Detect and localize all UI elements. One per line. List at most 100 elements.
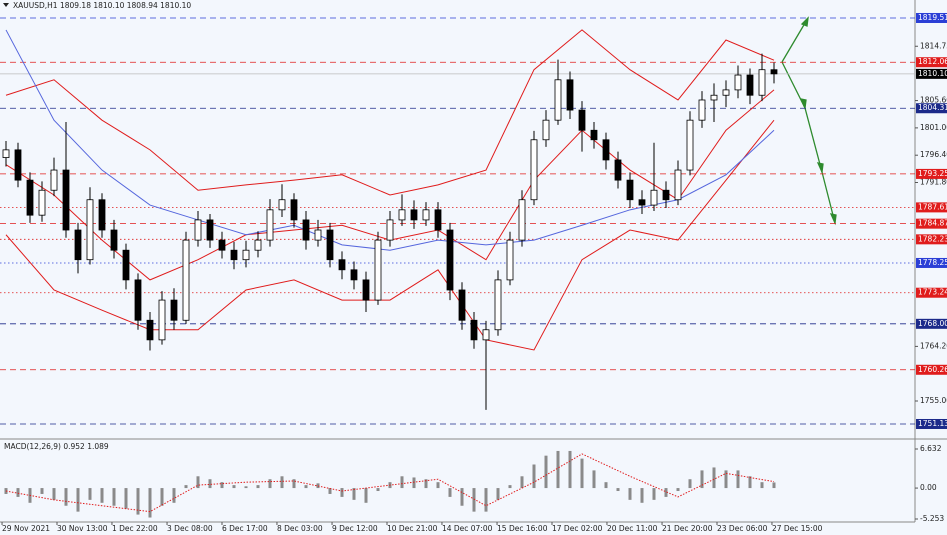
level-tag bbox=[916, 57, 947, 68]
macd-bar bbox=[220, 482, 224, 489]
level-tag-label: 1778.25 bbox=[918, 258, 947, 267]
y-tick-label: 1805.60 bbox=[920, 96, 947, 105]
macd-bar bbox=[76, 488, 80, 512]
macd-bar bbox=[724, 470, 728, 489]
macd-bar bbox=[340, 488, 344, 497]
candle-body bbox=[722, 89, 730, 96]
macd-bar bbox=[112, 488, 116, 506]
macd-bar bbox=[352, 488, 356, 500]
x-tick-label: 10 Dec 21:00 bbox=[387, 524, 438, 533]
candle-body bbox=[662, 189, 670, 201]
level-tag bbox=[916, 318, 947, 329]
x-tick-label: 3 Dec 08:00 bbox=[167, 524, 213, 533]
macd-bar bbox=[280, 476, 284, 489]
candle-body bbox=[230, 249, 238, 261]
candle-body bbox=[506, 239, 514, 281]
arrow-head bbox=[799, 98, 807, 111]
macd-bar bbox=[376, 488, 380, 492]
macd-label: MACD(12,26,9) 0.952 1.089 bbox=[4, 442, 109, 451]
level-tag-label: 1787.61 bbox=[918, 202, 947, 211]
macd-bar bbox=[760, 482, 764, 489]
macd-signal bbox=[5, 453, 775, 513]
candle-body bbox=[386, 219, 394, 241]
candle-body bbox=[398, 209, 406, 221]
macd-bar bbox=[160, 488, 164, 506]
y-tick-label: 1755.00 bbox=[920, 396, 947, 405]
candle-body bbox=[770, 69, 778, 75]
macd-bar bbox=[772, 482, 776, 489]
macd-bar bbox=[604, 482, 608, 489]
macd-bar bbox=[688, 479, 692, 489]
candle-body bbox=[458, 289, 466, 321]
indicator-line bbox=[5, 119, 775, 351]
macd-tick-label: 6.632 bbox=[920, 444, 942, 453]
level-tag bbox=[916, 103, 947, 114]
candle-body bbox=[626, 179, 634, 201]
candle-body bbox=[446, 229, 454, 291]
candle-body bbox=[566, 79, 574, 111]
macd-bar bbox=[232, 485, 236, 489]
candle-body bbox=[182, 239, 190, 321]
macd-bar bbox=[40, 488, 44, 494]
candle-body bbox=[650, 189, 658, 206]
macd-bar bbox=[64, 488, 68, 506]
arrow-head bbox=[800, 16, 809, 27]
candle-body bbox=[158, 299, 166, 341]
macd-bar bbox=[676, 488, 680, 492]
macd-bar bbox=[568, 450, 572, 489]
macd-bar bbox=[496, 488, 500, 500]
macd-bar bbox=[556, 450, 560, 489]
candle-body bbox=[554, 79, 562, 121]
macd-bar bbox=[316, 483, 320, 489]
level-tag bbox=[916, 168, 947, 179]
y-tick-label: 1814.75 bbox=[920, 41, 947, 50]
arrow-head bbox=[829, 213, 837, 226]
y-tick-label: 1764.20 bbox=[920, 341, 947, 350]
macd-bar bbox=[460, 488, 464, 506]
macd-bar bbox=[616, 488, 620, 492]
y-tick-label: 1796.40 bbox=[920, 150, 947, 159]
candle-body bbox=[350, 269, 358, 281]
candle-body bbox=[374, 239, 382, 301]
candle-body bbox=[266, 209, 274, 241]
macd-bar bbox=[52, 488, 56, 500]
x-tick-label: 27 Dec 15:00 bbox=[772, 524, 823, 533]
candle-body bbox=[170, 299, 178, 321]
candle-body bbox=[602, 139, 610, 161]
level-tag bbox=[916, 12, 947, 23]
level-tag bbox=[916, 257, 947, 268]
macd-bar bbox=[544, 455, 548, 489]
macd-bar bbox=[424, 479, 428, 489]
candle-body bbox=[74, 229, 82, 261]
level-tag-label: 1768.00 bbox=[918, 319, 947, 328]
macd-bar bbox=[448, 488, 452, 497]
macd-bar bbox=[640, 488, 644, 503]
candle-body bbox=[746, 74, 754, 96]
macd-bar bbox=[256, 485, 260, 489]
candle-body bbox=[614, 159, 622, 181]
forecast-arrows bbox=[781, 16, 837, 226]
level-tag bbox=[916, 364, 947, 375]
level-tag-label: 1819.51 bbox=[918, 13, 947, 22]
macd-bar bbox=[712, 467, 716, 489]
candle-body bbox=[590, 129, 598, 141]
candle-body bbox=[86, 199, 94, 261]
candle-body bbox=[518, 199, 526, 241]
chart-title: XAUUSD,H1 1809.18 1810.10 1808.94 1810.1… bbox=[13, 1, 191, 10]
x-tick-label: 6 Dec 17:00 bbox=[222, 524, 268, 533]
candle-body bbox=[674, 169, 682, 201]
candle-body bbox=[194, 219, 202, 241]
arrow-head bbox=[816, 162, 824, 175]
candle-body bbox=[578, 109, 586, 131]
level-tag-label: 1751.13 bbox=[918, 419, 947, 428]
x-tick-label: 8 Dec 03:00 bbox=[277, 524, 323, 533]
level-tag-label: 1793.25 bbox=[918, 169, 947, 178]
candle-body bbox=[278, 199, 286, 211]
macd-bar bbox=[520, 476, 524, 489]
candle-body bbox=[290, 199, 298, 221]
macd-bar bbox=[736, 470, 740, 489]
macd-bar bbox=[628, 488, 632, 500]
candle-body bbox=[758, 69, 766, 96]
indicator-line bbox=[5, 29, 775, 251]
